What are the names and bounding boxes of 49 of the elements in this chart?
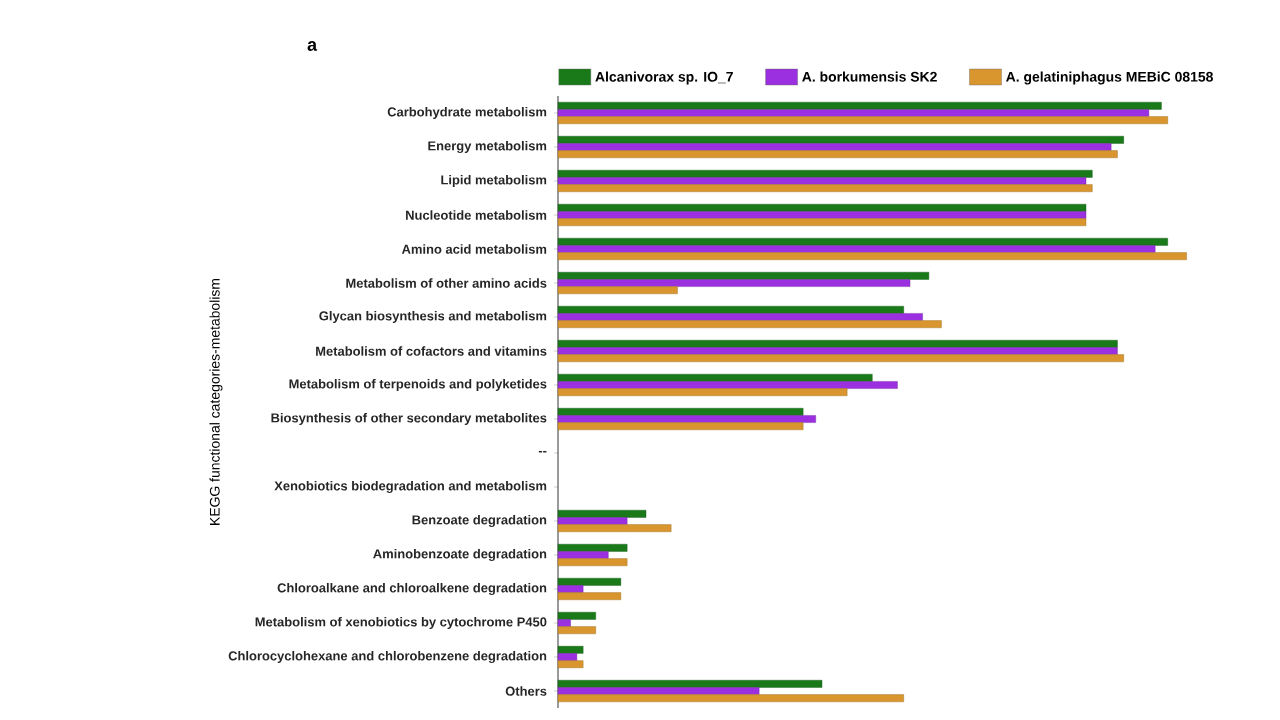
bar — [557, 585, 584, 593]
bar — [557, 245, 1156, 253]
bar — [557, 388, 848, 396]
bar — [557, 136, 1124, 144]
bar — [557, 347, 1118, 355]
bar — [557, 150, 1118, 158]
bar — [557, 252, 1187, 260]
bar — [557, 109, 1150, 117]
bar — [557, 170, 1093, 178]
bar — [557, 517, 628, 525]
bar — [557, 592, 622, 600]
bar — [557, 524, 672, 532]
bar — [557, 204, 1087, 212]
bar — [557, 578, 622, 586]
bar — [557, 612, 596, 620]
bar — [557, 422, 804, 430]
bar — [557, 354, 1124, 362]
bar — [557, 551, 609, 559]
bar — [557, 510, 647, 518]
bar — [557, 653, 578, 661]
bar — [557, 211, 1087, 219]
bar — [557, 660, 584, 668]
bar — [557, 272, 930, 280]
bar — [557, 619, 571, 627]
bar — [557, 408, 804, 416]
bar — [557, 177, 1087, 185]
bar — [557, 687, 760, 695]
bar — [557, 558, 628, 566]
bar — [557, 381, 898, 389]
bar — [557, 374, 873, 382]
bar — [557, 286, 678, 294]
text: a — [307, 41, 318, 51]
bar — [557, 340, 1118, 348]
bar — [557, 313, 923, 321]
bar — [557, 415, 816, 423]
bar — [557, 320, 942, 328]
bar — [557, 143, 1112, 151]
bar — [557, 238, 1168, 246]
bar — [557, 102, 1162, 110]
bar — [557, 184, 1093, 192]
bar — [557, 646, 584, 654]
bar — [557, 116, 1168, 124]
bar — [557, 680, 823, 688]
bar — [557, 626, 596, 634]
bar — [557, 306, 904, 314]
bar — [557, 544, 628, 552]
bar — [557, 694, 904, 702]
bar — [557, 218, 1087, 226]
bar — [557, 279, 911, 287]
